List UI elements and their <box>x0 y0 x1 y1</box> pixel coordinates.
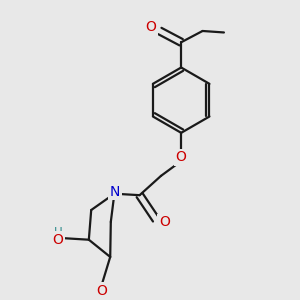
Text: N: N <box>110 184 120 199</box>
Text: O: O <box>96 284 107 298</box>
Text: O: O <box>52 233 63 247</box>
Text: O: O <box>146 20 156 34</box>
Text: O: O <box>159 215 170 230</box>
Text: H: H <box>54 226 62 239</box>
Text: O: O <box>176 150 187 164</box>
